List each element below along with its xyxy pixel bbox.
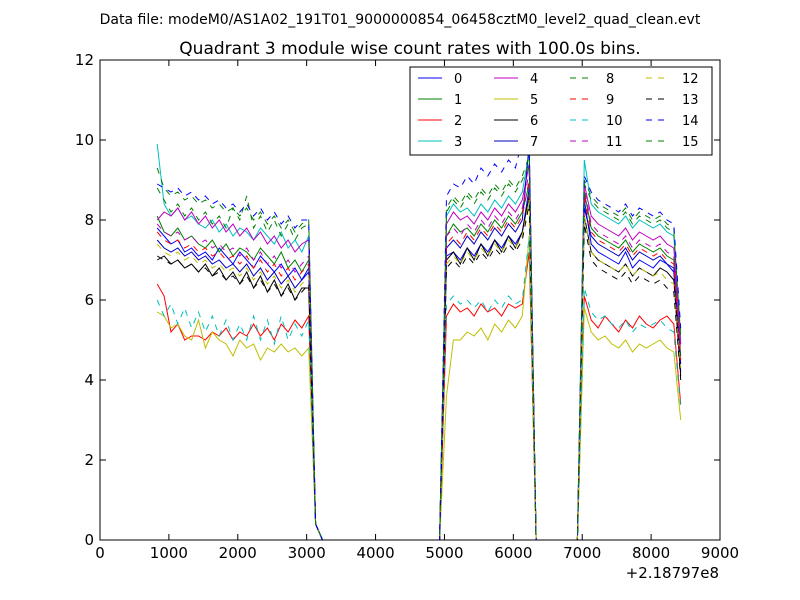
y-tick-label: 0 bbox=[84, 531, 94, 549]
x-offset-label: +2.18797e8 bbox=[626, 564, 719, 582]
x-tick-label: 5000 bbox=[425, 544, 463, 562]
x-tick-label: 7000 bbox=[563, 544, 601, 562]
legend-label-3: 3 bbox=[454, 135, 462, 150]
legend-label-15: 15 bbox=[682, 135, 699, 150]
legend-label-11: 11 bbox=[606, 135, 623, 150]
series-line-0 bbox=[156, 187, 682, 541]
series-line-12 bbox=[156, 199, 682, 541]
x-tick-label: 9000 bbox=[701, 544, 739, 562]
y-tick-label: 6 bbox=[84, 291, 94, 309]
series-line-10 bbox=[156, 235, 682, 541]
series-line-4 bbox=[156, 163, 682, 541]
data-file-suptitle: Data file: modeM0/AS1A02_191T01_90000008… bbox=[100, 12, 701, 28]
series-line-1 bbox=[156, 183, 682, 541]
x-tick-label: 6000 bbox=[494, 544, 532, 562]
legend-label-2: 2 bbox=[454, 114, 462, 129]
series-line-6 bbox=[156, 195, 682, 541]
series-line-2 bbox=[156, 251, 682, 541]
series-line-5 bbox=[156, 235, 682, 541]
y-tick-label: 8 bbox=[84, 211, 94, 229]
series-line-3 bbox=[156, 143, 682, 541]
legend-label-8: 8 bbox=[606, 72, 614, 87]
legend-label-6: 6 bbox=[530, 114, 538, 129]
y-tick-label: 12 bbox=[75, 51, 94, 69]
x-tick-label: 3000 bbox=[288, 544, 326, 562]
legend-label-9: 9 bbox=[606, 93, 614, 108]
x-tick-label: 4000 bbox=[356, 544, 394, 562]
legend-label-12: 12 bbox=[682, 72, 699, 87]
x-tick-label: 2000 bbox=[219, 544, 257, 562]
series-line-15 bbox=[156, 163, 682, 541]
ticks-layer: 0 1000 2000 3000 4000 5000 6000 7000 8000 9000 0 2 4… bbox=[75, 51, 739, 562]
legend-label-5: 5 bbox=[530, 93, 538, 108]
series-line-11 bbox=[156, 171, 682, 541]
series-line-9 bbox=[156, 179, 682, 541]
y-tick-label: 2 bbox=[84, 451, 94, 469]
legend-label-14: 14 bbox=[682, 114, 699, 129]
legend-label-13: 13 bbox=[682, 93, 699, 108]
x-tick-label: 1000 bbox=[150, 544, 188, 562]
legend-label-1: 1 bbox=[454, 93, 462, 108]
y-tick-label: 4 bbox=[84, 371, 94, 389]
chart-title: Quadrant 3 module wise count rates with … bbox=[179, 39, 640, 59]
legend-label-0: 0 bbox=[454, 72, 462, 87]
x-tick-label: 0 bbox=[95, 544, 105, 562]
series-line-14 bbox=[156, 139, 682, 541]
legend-label-10: 10 bbox=[606, 114, 623, 129]
series-line-7 bbox=[156, 143, 682, 541]
legend-label-7: 7 bbox=[530, 135, 538, 150]
series-line-8 bbox=[156, 155, 682, 541]
y-tick-label: 10 bbox=[75, 131, 94, 149]
x-tick-label: 8000 bbox=[632, 544, 670, 562]
legend-label-4: 4 bbox=[530, 72, 538, 87]
legend-frame bbox=[409, 66, 713, 156]
series-layer bbox=[156, 139, 682, 541]
